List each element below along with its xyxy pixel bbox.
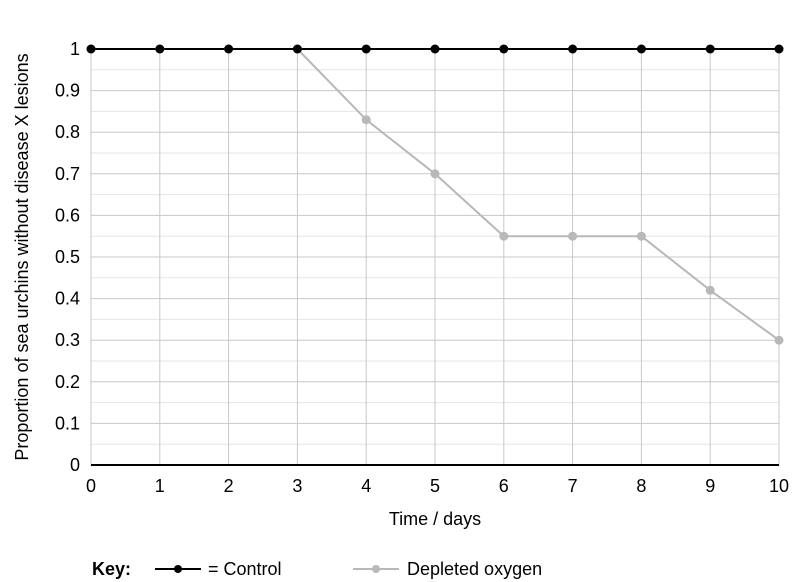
data-point-depleted-oxygen <box>568 231 578 241</box>
x-tick-label: 5 <box>430 476 440 496</box>
x-tick-label: 6 <box>499 476 509 496</box>
data-point-control <box>224 44 234 54</box>
y-axis-title: Proportion of sea urchins without diseas… <box>12 53 32 460</box>
data-point-depleted-oxygen <box>430 169 440 179</box>
data-point-control <box>705 44 715 54</box>
data-point-depleted-oxygen <box>361 115 371 125</box>
y-tick-label: 0.9 <box>55 81 80 101</box>
x-tick-label: 10 <box>769 476 789 496</box>
series-lines <box>86 44 784 345</box>
legend-depleted-oxygen-marker <box>372 565 380 573</box>
y-tick-label: 0.8 <box>55 122 80 142</box>
x-tick-label: 9 <box>705 476 715 496</box>
x-tick-label: 8 <box>636 476 646 496</box>
y-tick-label: 0.1 <box>55 413 80 433</box>
y-tick-label: 0.2 <box>55 372 80 392</box>
x-tick-label: 4 <box>361 476 371 496</box>
data-point-depleted-oxygen <box>774 335 784 345</box>
legend-key-title: Key: <box>92 559 131 579</box>
y-tick-label: 0.3 <box>55 330 80 350</box>
data-point-control <box>361 44 371 54</box>
y-tick-label: 1 <box>70 39 80 59</box>
y-tick-label: 0.6 <box>55 205 80 225</box>
legend: Key: = Control Depleted oxygen <box>92 559 542 579</box>
x-tick-label: 0 <box>86 476 96 496</box>
data-point-control <box>86 44 96 54</box>
legend-control-marker <box>174 565 182 573</box>
x-tick-label: 7 <box>568 476 578 496</box>
legend-control-label: = Control <box>208 559 282 579</box>
x-tick-label: 1 <box>155 476 165 496</box>
data-point-depleted-oxygen <box>705 285 715 295</box>
grid-lines <box>90 48 780 465</box>
y-tick-label: 0 <box>70 455 80 475</box>
y-tick-label: 0.5 <box>55 247 80 267</box>
data-point-depleted-oxygen <box>636 231 646 241</box>
data-point-control <box>430 44 440 54</box>
x-axis-title: Time / days <box>389 509 481 529</box>
data-point-control <box>499 44 509 54</box>
y-tick-label: 0.4 <box>55 289 80 309</box>
data-point-control <box>155 44 165 54</box>
data-point-control <box>636 44 646 54</box>
data-point-control <box>292 44 302 54</box>
tick-labels: 00.10.20.30.40.50.60.70.80.910 1 2 3 4 5 6 7 8 9 1… <box>55 39 789 496</box>
legend-depleted-oxygen-label: Depleted oxygen <box>407 559 542 579</box>
x-tick-label: 2 <box>224 476 234 496</box>
data-point-control <box>774 44 784 54</box>
y-tick-label: 0.7 <box>55 164 80 184</box>
data-point-depleted-oxygen <box>499 231 509 241</box>
data-point-control <box>568 44 578 54</box>
x-tick-label: 3 <box>292 476 302 496</box>
